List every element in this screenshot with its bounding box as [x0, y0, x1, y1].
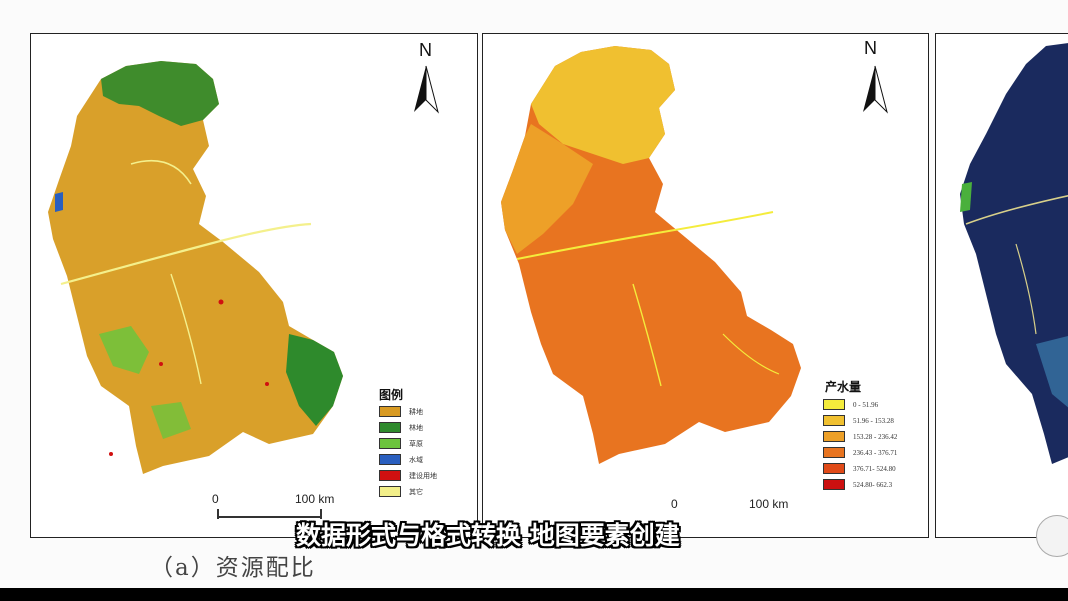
scale-end-label: 100 km — [749, 497, 789, 511]
legend-swatch — [379, 470, 401, 481]
letterbox-bar — [0, 588, 1068, 601]
river — [170, 273, 202, 385]
legend-item: 376.71- 524.80 — [823, 463, 896, 474]
legend-label: 51.96 - 153.28 — [853, 416, 894, 425]
forest-zone-north — [101, 61, 219, 126]
legend-item: 0 - 51.96 — [823, 399, 878, 410]
river — [632, 283, 662, 387]
region-shape — [501, 46, 801, 464]
scale-start-label: 0 — [212, 492, 219, 506]
map-panel-water-yield: N 产水量 0 - 51.96 51.96 - 153.28 153.28 - 23… — [482, 33, 929, 538]
water-body — [55, 192, 63, 212]
legend-item: 236.43 - 376.71 — [823, 447, 897, 458]
watermark-logo-icon — [1036, 515, 1068, 557]
river — [965, 194, 1068, 225]
region-shape — [960, 43, 1068, 464]
low-yield-zone-north — [531, 46, 675, 164]
legend-label: 林地 — [409, 423, 423, 432]
river — [516, 211, 774, 260]
region-shape — [48, 61, 343, 474]
legend-label: 建设用地 — [409, 471, 437, 480]
legend-label: 其它 — [409, 487, 423, 496]
legend-swatch — [379, 406, 401, 417]
legend-swatch — [823, 415, 845, 426]
legend-title: 产水量 — [825, 380, 862, 394]
water-yield-map — [501, 46, 888, 464]
urban-patch — [159, 362, 163, 366]
legend-swatch — [823, 431, 845, 442]
legend-label: 236.43 - 376.71 — [853, 448, 898, 457]
grassland-zone — [99, 326, 149, 374]
legend-item: 51.96 - 153.28 — [823, 415, 894, 426]
legend-swatch — [823, 447, 845, 458]
legend-label: 0 - 51.96 — [853, 400, 879, 409]
river — [130, 160, 192, 185]
third-map — [960, 43, 1068, 464]
north-arrow-icon — [414, 65, 439, 114]
legend-item: 草原 — [379, 438, 423, 449]
scale-start-label: 0 — [671, 497, 678, 511]
legend-item: 建设用地 — [379, 470, 437, 481]
legend-label: 水域 — [409, 455, 423, 464]
urban-patch — [265, 382, 269, 386]
mid-yield-zone-west — [501, 124, 593, 254]
legend-label: 524.80- 662.3 — [853, 480, 893, 489]
legend-label: 耕地 — [409, 407, 423, 416]
grassland-zone-south — [151, 402, 191, 439]
map-panel-land-use: N 图例 耕地林地草原水域建设用地其它 0 100 km — [30, 33, 478, 538]
legend-item: 林地 — [379, 422, 423, 433]
legend-swatch — [379, 422, 401, 433]
forest-zone-southeast — [286, 334, 343, 426]
legend-swatch — [823, 479, 845, 490]
legend-title: 图例 — [379, 388, 404, 402]
urban-patch — [109, 452, 113, 456]
river — [1015, 243, 1037, 335]
legend-item: 其它 — [379, 486, 423, 497]
river — [722, 333, 780, 375]
legend-swatch — [379, 454, 401, 465]
legend-label: 153.28 - 236.42 — [853, 432, 898, 441]
legend-swatch — [379, 438, 401, 449]
legend-swatch — [823, 463, 845, 474]
river — [60, 222, 312, 286]
legend-swatch — [379, 486, 401, 497]
legend-label: 草原 — [409, 439, 423, 448]
legend-swatch — [823, 399, 845, 410]
scale-bar — [217, 509, 322, 519]
legend-item: 水域 — [379, 454, 423, 465]
legend-label: 376.71- 524.80 — [853, 464, 896, 473]
legend-item: 耕地 — [379, 406, 423, 417]
scale-end-label: 100 km — [295, 492, 335, 506]
north-label: N — [419, 40, 432, 60]
north-arrow-icon — [863, 65, 888, 114]
land-use-map — [48, 61, 439, 519]
figure-caption: （a）资源配比 — [150, 555, 316, 581]
legend-item: 153.28 - 236.42 — [823, 431, 897, 442]
urban-patch — [218, 299, 224, 305]
north-label: N — [864, 38, 877, 58]
grassland-patch — [960, 182, 972, 212]
map-panel-third — [935, 33, 1068, 538]
light-zone — [1036, 336, 1068, 408]
legend-item: 524.80- 662.3 — [823, 479, 892, 490]
video-subtitle: 数据形式与格式转换 地图要素创建 — [296, 521, 680, 550]
